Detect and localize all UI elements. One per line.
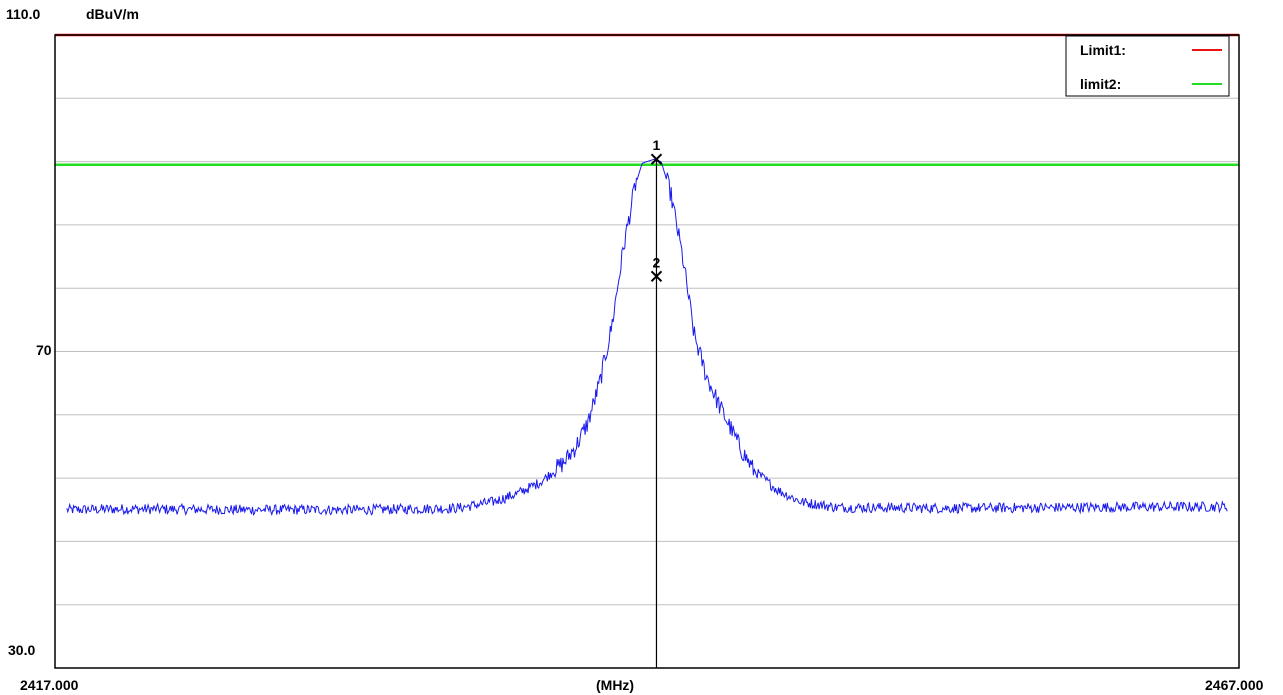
x-axis-unit: (MHz) — [596, 677, 634, 693]
markers: 12 — [650, 137, 663, 283]
plot-frame — [54, 34, 1240, 669]
y-axis-unit: dBuV/m — [86, 6, 139, 22]
legend-item-limit2-label: limit2: — [1080, 76, 1121, 92]
legend-box — [1065, 35, 1230, 97]
x-axis-end-label: 2467.000 — [1205, 677, 1264, 693]
legend-item-limit1-label: Limit1: — [1080, 42, 1126, 58]
marker-cross — [650, 153, 663, 165]
legend: Limit1: limit2: — [1065, 35, 1230, 97]
marker-2: 2 — [650, 254, 663, 283]
x-axis-start-label: 2417.000 — [20, 677, 79, 693]
marker-cross — [650, 270, 663, 283]
spectrum-trace — [66, 158, 1228, 517]
y-axis-mid-label: 70 — [36, 342, 52, 358]
marker-1: 1 — [650, 137, 663, 165]
marker-label: 2 — [652, 254, 660, 270]
y-axis-bottom-label: 30.0 — [8, 642, 35, 658]
y-axis-top-label: 110.0 — [6, 6, 40, 22]
gridlines — [55, 97, 1239, 606]
marker-label: 1 — [652, 137, 660, 153]
